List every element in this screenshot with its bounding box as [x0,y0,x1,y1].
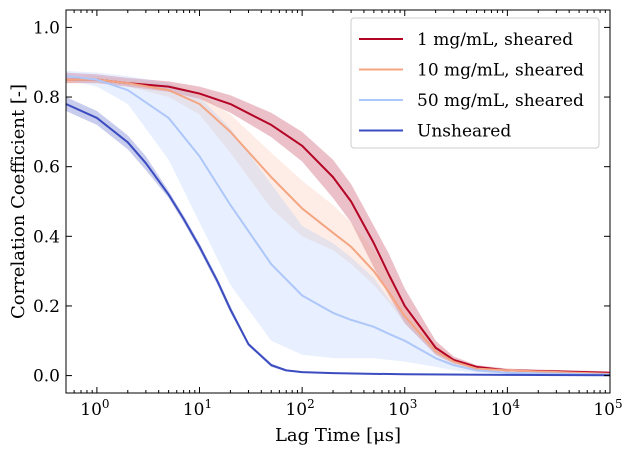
y-tick-label-1: 0.2 [33,297,60,317]
series-line-3 [65,103,611,377]
y-tick-label-2: 0.4 [33,227,60,247]
series-line-2 [65,75,611,376]
x-tick-label-2: 102 [285,397,314,420]
y-axis-title: Correlation Coefficient [-] [8,84,29,319]
legend: 1 mg/mL, sheared 10 mg/mL, sheared 50 mg/m… [350,17,600,149]
legend-label-1: 10 mg/mL, sheared [417,61,584,81]
series-line-0 [66,78,611,374]
plot-frame [65,9,611,394]
x-tick-label-4: 104 [491,397,521,420]
legend-box [350,17,600,149]
series-band-2 [66,70,610,375]
x-tick-label-1: 101 [183,397,212,420]
x-tick-label-3: 103 [388,397,417,420]
bands-layer [66,70,610,376]
y-tick-label-4: 0.8 [33,88,60,108]
x-tick-labels: 100 101 102 103 104 105 [80,397,622,420]
x-axis-title: Lag Time [μs] [275,425,401,446]
series-line-1 [66,78,611,375]
lines-layer [65,75,611,377]
y-tick-labels: 0.0 0.2 0.4 0.6 0.8 1.0 [33,18,60,386]
legend-label-0: 1 mg/mL, sheared [417,30,573,50]
series-band-1 [66,76,610,375]
y-tick-label-0: 0.0 [33,367,60,387]
y-tick-label-3: 0.6 [33,158,60,178]
x-tick-label-5: 105 [593,397,622,420]
y-tick-label-5: 1.0 [33,18,60,38]
legend-items: 1 mg/mL, sheared 10 mg/mL, sheared 50 mg/m… [359,30,584,142]
ticks-layer [65,10,611,393]
legend-label-2: 50 mg/mL, sheared [417,91,584,111]
legend-label-3: Unsheared [417,122,511,142]
x-tick-label-0: 100 [80,397,109,420]
